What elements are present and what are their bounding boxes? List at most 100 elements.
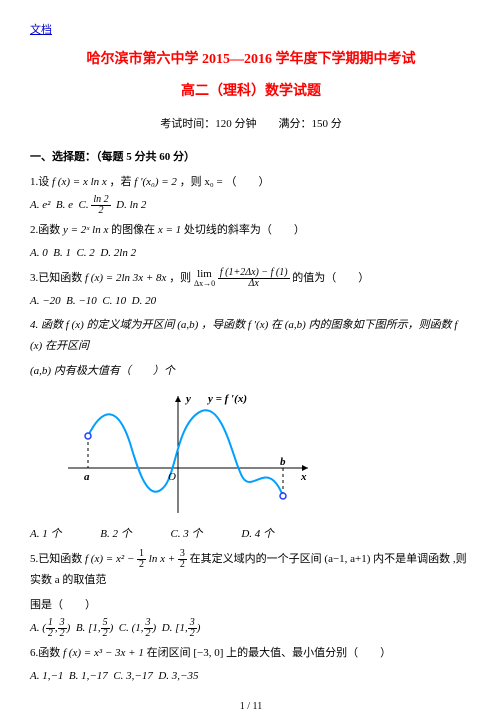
question-3: 3.已知函数 f (x) = 2ln 3x + 8x ，则 lim Δx→0 f… (30, 268, 472, 289)
exam-info: 考试时间：120 分钟 满分：150 分 (30, 114, 472, 135)
q6-fx: f (x) = x³ − 3x + 1 (63, 647, 144, 659)
q1-tail: ，则 x₀ = （ ） (180, 176, 270, 188)
q5-32-d: 2 (178, 560, 187, 570)
q5-pre: 5.已知函数 (30, 553, 85, 565)
graph-svg: y y = f ′(x) a b O x (58, 388, 318, 518)
q3-mid: ，则 (169, 272, 194, 284)
q5-choices: A. (12,32) B. [1,52) C. (1,32) D. [1,32) (30, 618, 472, 639)
question-1: 1.设 f (x) = x ln x ，若 f ′(x₀) = 2 ，则 x₀ … (30, 172, 472, 193)
curve (88, 410, 283, 496)
q6-d: D. 3,−35 (158, 670, 198, 682)
q1-choice-a: A. e² (30, 199, 50, 211)
q2-a: A. 0 (30, 247, 48, 259)
q5c-f: 32 (144, 618, 153, 639)
q3-fx: f (x) = 2ln 3x + 8x (85, 272, 166, 284)
doc-link[interactable]: 文档 (30, 24, 52, 36)
q5-fx1: f (x) = x² − (85, 553, 137, 565)
q5-b-1: 1, (92, 622, 100, 634)
q5-a-pre: A. (30, 622, 39, 634)
page-root: 文档 哈尔滨市第六中学 2015—2016 学年度下学期期中考试 高二（理科）数… (0, 0, 502, 726)
q1-mid: ，若 (110, 176, 135, 188)
q1-choice-c-frac: ln 2 2 (91, 195, 110, 216)
q5-b-pre: B. (76, 622, 85, 634)
q1-fx: f (x) = x ln x (52, 176, 107, 188)
q2-mid: 的图像在 (111, 224, 158, 236)
q4-c: C. 3 个 (170, 528, 202, 540)
q2-func: y = 2ˣ ln x (63, 224, 108, 236)
q3-frac: f (1+2Δx) − f (1) Δx (218, 268, 290, 289)
q5-mid1: ln x + (146, 553, 178, 565)
q5-d-1: 1, (179, 622, 187, 634)
q6-c: C. 3,−17 (113, 670, 153, 682)
q5-half-d: 2 (137, 560, 146, 570)
q5-half: 12 (137, 549, 146, 570)
question-5-line2: 围是（ ） (30, 595, 472, 616)
q5-d-r: ) (197, 622, 201, 634)
y-arrow (175, 396, 181, 402)
q4-d: D. 4 个 (241, 528, 274, 540)
q3-d: D. 20 (132, 295, 156, 307)
q2-at: x = 1 (158, 224, 181, 236)
q6-choices: A. 1,−1 B. 1,−17 C. 3,−17 D. 3,−35 (30, 666, 472, 687)
q1-choice-d: D. ln 2 (116, 199, 146, 211)
q3-pre: 3.已知函数 (30, 272, 85, 284)
q3-num: f (1+2Δx) − f (1) (218, 268, 290, 279)
dot-b (280, 493, 286, 499)
q6-pre: 6.函数 (30, 647, 63, 659)
q1-choice-c-pre: C. (79, 199, 89, 211)
q4-graph: y y = f ′(x) a b O x (58, 388, 472, 518)
q3-tail: 的值为（ ） (292, 272, 369, 284)
q1-fpx: f ′(x₀) = 2 (134, 176, 177, 188)
q2-d: D. 2ln 2 (100, 247, 136, 259)
q4-text-a: 4. 函数 f (x) 的定义域为开区间 (a,b) ，导函数 f ′(x) 在… (30, 319, 457, 352)
q3-lim: lim Δx→0 (194, 269, 215, 288)
q5d-fd: 2 (188, 629, 197, 639)
q2-choices: A. 0 B. 1 C. 2 D. 2ln 2 (30, 243, 472, 264)
dot-a (85, 433, 91, 439)
label-y: y (184, 393, 191, 405)
question-5-line1: 5.已知函数 f (x) = x² − 12 ln x + 32 在其定义域内的… (30, 549, 472, 591)
q5-c-r: ) (153, 622, 157, 634)
q3-a: A. −20 (30, 295, 61, 307)
question-6: 6.函数 f (x) = x³ − 3x + 1 在闭区间 [−3, 0] 上的… (30, 643, 472, 664)
label-a: a (84, 471, 90, 483)
q5a-f1: 12 (46, 618, 55, 639)
q3-den: Δx (218, 279, 290, 289)
q5-32: 32 (178, 549, 187, 570)
q3-lim-bot: Δx→0 (194, 280, 215, 288)
q5-a-r: ) (67, 622, 71, 634)
q5a-f1d: 2 (46, 629, 55, 639)
q4-a: A. 1 个 (30, 528, 61, 540)
title-line-2: 高二（理科）数学试题 (30, 79, 472, 106)
q3-lim-top: lim (194, 269, 215, 280)
q2-tail: 处切线的斜率为（ ） (184, 224, 305, 236)
q5a-f2d: 2 (58, 629, 67, 639)
q3-c: C. 10 (102, 295, 126, 307)
q5-c-pre: C. (119, 622, 129, 634)
q1-choices: A. e² B. e C. ln 2 2 D. ln 2 (30, 195, 472, 216)
q4-choices: A. 1 个 B. 2 个 C. 3 个 D. 4 个 (30, 524, 472, 545)
q1c-c-den: 2 (91, 206, 110, 216)
label-curve: y = f ′(x) (206, 393, 247, 405)
q5-b-r: ) (110, 622, 114, 634)
q4-text-b: (a,b) 内有极大值有（ ）个 (30, 365, 175, 377)
q1-choice-b: B. e (56, 199, 73, 211)
q5b-fd: 2 (101, 629, 110, 639)
q2-pre: 2.函数 (30, 224, 63, 236)
question-2: 2.函数 y = 2ˣ ln x 的图像在 x = 1 处切线的斜率为（ ） (30, 220, 472, 241)
q3-choices: A. −20 B. −10 C. 10 D. 20 (30, 291, 472, 312)
q5b-f: 52 (101, 618, 110, 639)
q5-c-1: 1, (135, 622, 143, 634)
label-x: x (300, 471, 307, 483)
q5c-fd: 2 (144, 629, 153, 639)
section-heading: 一、选择题：（每题 5 分共 60 分） (30, 147, 472, 168)
label-O: O (168, 471, 176, 483)
q6-b: B. 1,−17 (69, 670, 108, 682)
q4-b: B. 2 个 (100, 528, 131, 540)
q6-a: A. 1,−1 (30, 670, 63, 682)
q3-b: B. −10 (66, 295, 97, 307)
q1-pre: 1.设 (30, 176, 52, 188)
q6-mid: 在闭区间 [−3, 0] 上的最大值、最小值分别（ ） (147, 647, 392, 659)
q5-d-pre: D. (162, 622, 173, 634)
q5d-f: 32 (188, 618, 197, 639)
